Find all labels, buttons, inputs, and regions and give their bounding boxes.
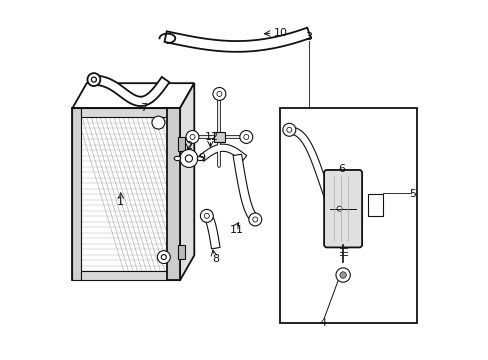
Polygon shape: [288, 126, 342, 225]
Circle shape: [87, 73, 100, 86]
Circle shape: [91, 77, 96, 82]
Text: 3: 3: [305, 32, 312, 41]
Text: 11: 11: [230, 225, 244, 235]
Bar: [167, 108, 180, 280]
Polygon shape: [233, 154, 258, 222]
Text: 9: 9: [198, 153, 204, 163]
Bar: [214, 132, 224, 142]
Text: 10: 10: [273, 28, 287, 38]
Text: 1: 1: [117, 197, 124, 207]
Text: 6: 6: [337, 164, 344, 174]
Polygon shape: [164, 28, 310, 52]
Circle shape: [185, 131, 199, 143]
Circle shape: [252, 217, 257, 222]
Polygon shape: [199, 144, 246, 161]
Circle shape: [286, 127, 291, 132]
Circle shape: [335, 268, 349, 282]
Bar: [178, 137, 185, 151]
Text: 4: 4: [319, 319, 326, 328]
Circle shape: [185, 155, 192, 162]
Text: 5: 5: [409, 189, 416, 199]
Polygon shape: [203, 213, 220, 249]
FancyBboxPatch shape: [324, 170, 362, 247]
Text: 12: 12: [205, 132, 219, 142]
Circle shape: [212, 87, 225, 100]
Ellipse shape: [197, 156, 203, 161]
Circle shape: [332, 202, 346, 215]
Circle shape: [161, 255, 166, 260]
Ellipse shape: [174, 156, 180, 161]
Bar: [280, 108, 416, 323]
Circle shape: [157, 251, 170, 264]
Text: 8: 8: [212, 254, 219, 264]
Circle shape: [244, 134, 248, 139]
Bar: [81, 108, 180, 117]
Circle shape: [336, 206, 341, 211]
Bar: [178, 244, 185, 259]
Polygon shape: [180, 83, 194, 280]
Bar: [72, 108, 81, 280]
Bar: [367, 194, 382, 216]
Circle shape: [248, 213, 261, 226]
Circle shape: [217, 91, 222, 96]
Bar: [81, 271, 180, 280]
Circle shape: [339, 272, 346, 278]
Bar: [72, 108, 180, 280]
Circle shape: [152, 116, 164, 129]
Circle shape: [190, 134, 195, 139]
Circle shape: [200, 210, 213, 222]
Text: 7: 7: [140, 103, 147, 113]
Polygon shape: [93, 75, 169, 106]
Polygon shape: [72, 83, 194, 108]
Text: 2: 2: [185, 141, 192, 151]
Circle shape: [282, 123, 295, 136]
Circle shape: [204, 213, 209, 219]
Circle shape: [180, 149, 198, 167]
Circle shape: [239, 131, 252, 143]
